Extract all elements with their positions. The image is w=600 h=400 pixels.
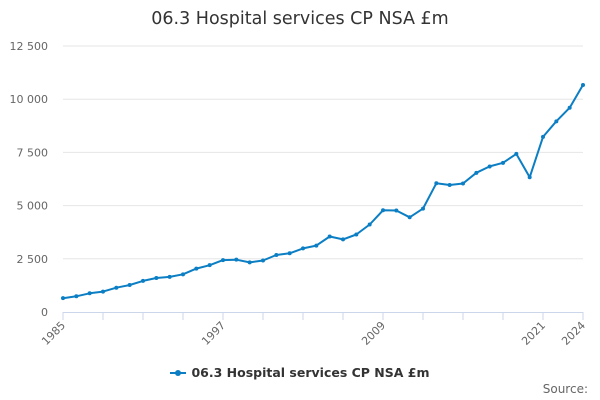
data-point[interactable] bbox=[314, 243, 319, 248]
data-point[interactable] bbox=[501, 160, 505, 165]
x-tick-label: 1997 bbox=[199, 319, 228, 348]
data-point[interactable] bbox=[167, 274, 172, 279]
data-point[interactable] bbox=[421, 206, 425, 211]
data-point[interactable] bbox=[541, 134, 545, 139]
data-point[interactable] bbox=[114, 285, 119, 290]
data-point[interactable] bbox=[234, 257, 239, 262]
source-credit[interactable]: Source: bbox=[542, 382, 588, 396]
data-point[interactable] bbox=[154, 275, 159, 280]
data-point[interactable] bbox=[194, 266, 199, 271]
y-axis: 0 2 500 5 000 7 500 10 000 12 500 bbox=[10, 40, 49, 319]
data-point[interactable] bbox=[527, 175, 532, 180]
data-point[interactable] bbox=[141, 278, 145, 283]
legend[interactable]: 06.3 Hospital services CP NSA £m bbox=[0, 364, 600, 380]
series-line[interactable] bbox=[62, 83, 584, 300]
data-point[interactable] bbox=[514, 151, 519, 156]
data-point[interactable] bbox=[61, 296, 65, 301]
y-tick-label: 5 000 bbox=[17, 200, 49, 213]
y-tick-label: 0 bbox=[41, 306, 48, 319]
x-axis: 1985 1997 2009 2021 2024 bbox=[39, 312, 588, 348]
x-tick-label: 2009 bbox=[359, 319, 388, 348]
chart-title: 06.3 Hospital services CP NSA £m bbox=[151, 9, 449, 29]
data-point[interactable] bbox=[247, 260, 252, 265]
series-layer[interactable] bbox=[61, 82, 585, 301]
data-point[interactable] bbox=[447, 182, 452, 187]
data-point[interactable] bbox=[287, 251, 292, 256]
data-point[interactable] bbox=[567, 105, 572, 110]
data-point[interactable] bbox=[74, 294, 79, 299]
data-point[interactable] bbox=[261, 258, 265, 263]
grid-lines bbox=[63, 45, 583, 260]
data-point[interactable] bbox=[87, 291, 92, 296]
legend-line-marker-icon bbox=[170, 369, 187, 376]
data-point[interactable] bbox=[181, 272, 185, 277]
data-point[interactable] bbox=[301, 246, 305, 251]
data-point[interactable] bbox=[554, 119, 559, 124]
data-point[interactable] bbox=[407, 215, 412, 220]
data-point[interactable] bbox=[581, 82, 585, 87]
y-tick-label: 10 000 bbox=[10, 93, 49, 106]
data-point[interactable] bbox=[207, 263, 212, 268]
legend-label: 06.3 Hospital services CP NSA £m bbox=[191, 365, 430, 380]
data-point[interactable] bbox=[274, 252, 279, 257]
data-point[interactable] bbox=[434, 181, 439, 186]
x-tick-label: 2021 bbox=[519, 319, 548, 348]
data-point[interactable] bbox=[341, 237, 345, 242]
data-point[interactable] bbox=[354, 232, 359, 237]
data-point[interactable] bbox=[327, 234, 332, 239]
data-point[interactable] bbox=[461, 181, 465, 186]
data-point[interactable] bbox=[367, 222, 372, 227]
y-tick-label: 7 500 bbox=[17, 146, 49, 159]
data-point[interactable] bbox=[394, 208, 399, 213]
data-point[interactable] bbox=[101, 289, 105, 294]
data-point[interactable] bbox=[221, 258, 225, 263]
y-tick-label: 12 500 bbox=[10, 40, 49, 53]
data-point[interactable] bbox=[381, 208, 385, 213]
data-point[interactable] bbox=[127, 282, 132, 287]
x-tick-label: 1985 bbox=[39, 319, 68, 348]
y-tick-label: 2 500 bbox=[17, 253, 49, 266]
data-point[interactable] bbox=[474, 170, 479, 175]
data-point[interactable] bbox=[487, 164, 492, 169]
x-tick-label: 2024 bbox=[559, 319, 588, 348]
